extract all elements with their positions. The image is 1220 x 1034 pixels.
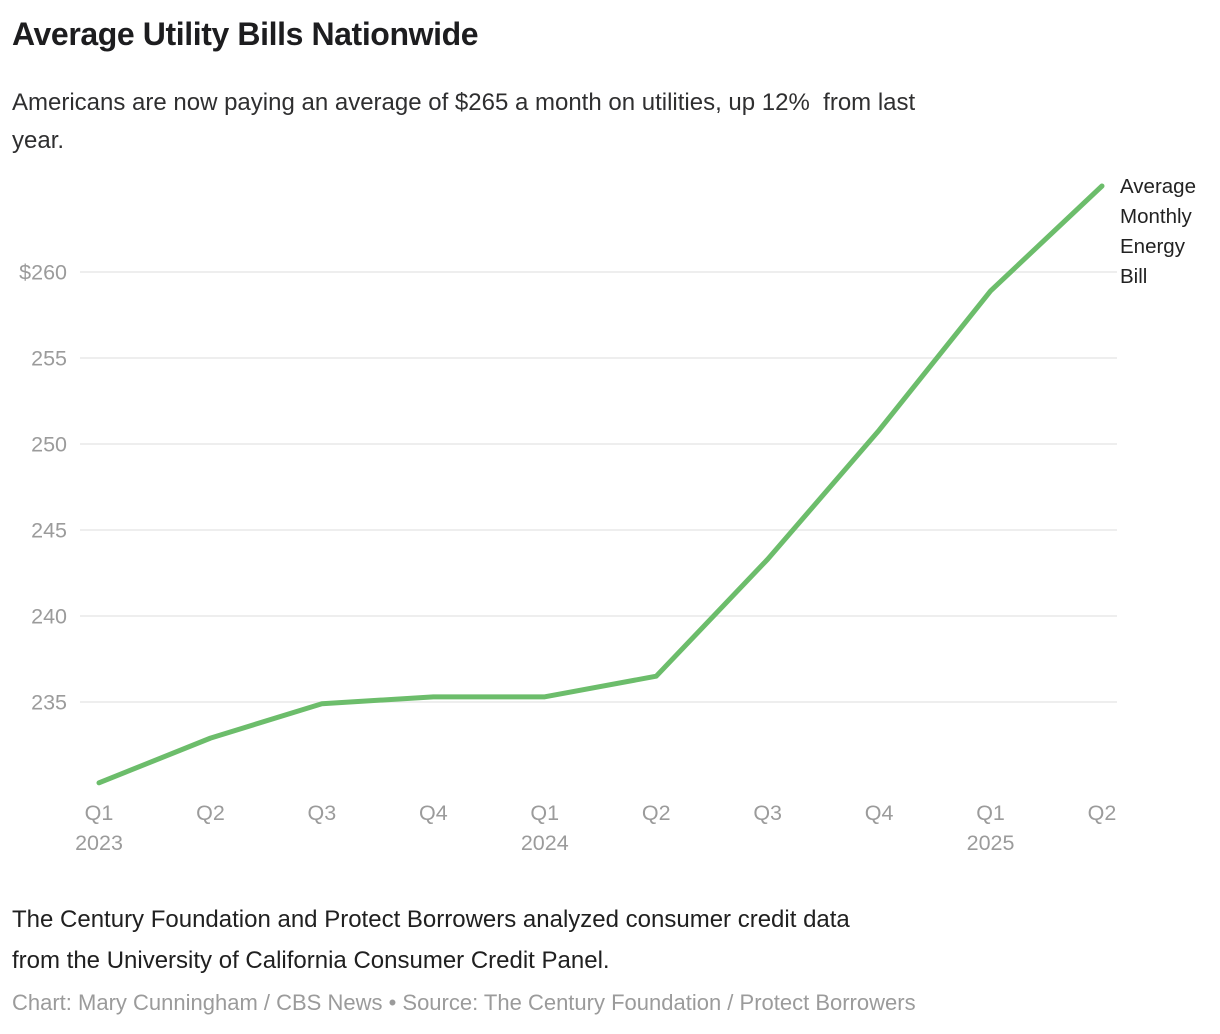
chart-description: The Century Foundation and Protect Borro… [12,899,850,981]
x-tick-label: Q2 [1088,801,1117,825]
chart-description-line-1: The Century Foundation and Protect Borro… [12,906,850,933]
line-chart: 235 240 245 250 255 $260 Q1 2023 Q2 Q3 Q4 Q1 2024 Q2 Q… [19,183,1117,855]
y-tick-label: 255 [31,347,67,371]
x-tick-label: Q1 [976,801,1005,825]
x-tick-year-label: 2025 [967,831,1015,855]
x-tick-label: Q2 [642,801,671,825]
y-tick-label: 250 [31,433,67,457]
data-line [96,183,1105,786]
x-tick-label: Q4 [865,801,894,825]
x-tick-label: Q4 [419,801,448,825]
chart-description-line-2: from the University of California Consum… [12,947,610,974]
x-tick-label: Q1 [530,801,559,825]
y-tick-label: 240 [31,605,67,629]
series-label: Average Monthly Energy Bill [1120,175,1196,288]
y-tick-label: $260 [19,261,67,285]
chart-credit: Chart: Mary Cunningham / CBS News • Sour… [12,990,916,1015]
chart-subtitle-line-1: Americans are now paying an average of $… [12,89,916,116]
chart-subtitle: Americans are now paying an average of $… [12,84,915,160]
chart-subtitle-line-2: year. [12,127,65,154]
x-tick-label: Q1 [85,801,114,825]
x-tick-label: Q3 [753,801,782,825]
chart-title: Average Utility Bills Nationwide [12,16,479,52]
x-tick-label: Q3 [308,801,337,825]
x-tick-year-label: 2023 [75,831,123,855]
y-tick-label: 245 [31,519,67,543]
x-tick-label: Q2 [196,801,225,825]
x-tick-year-label: 2024 [521,831,569,855]
y-tick-label: 235 [31,691,67,715]
